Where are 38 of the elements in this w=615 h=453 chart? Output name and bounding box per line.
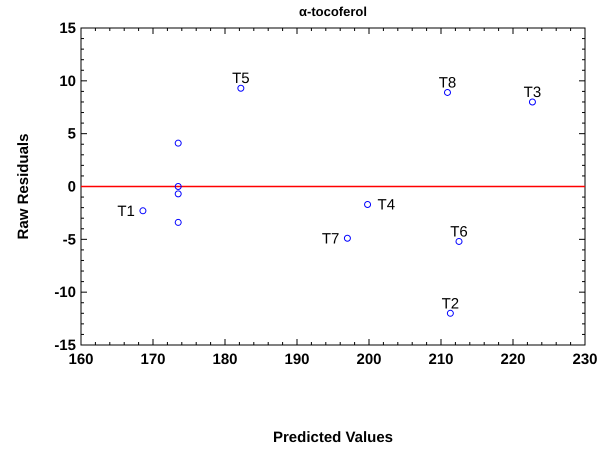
y-tick-label: -15 <box>54 337 76 354</box>
annotation: T4 <box>378 196 396 214</box>
annotation: T6 <box>450 223 468 240</box>
x-tick-label: 210 <box>428 351 454 368</box>
y-axis-title: Raw Residuals <box>15 134 32 240</box>
annotation: T7 <box>322 230 340 248</box>
chart-title: α-tocoferol <box>299 4 367 19</box>
x-axis-title: Predicted Values <box>272 429 394 446</box>
x-tick-label: 230 <box>572 351 598 368</box>
point <box>444 88 451 96</box>
point <box>174 190 182 198</box>
annotation: T3 <box>524 84 542 101</box>
point <box>237 84 244 92</box>
point <box>174 183 182 190</box>
point <box>456 238 462 245</box>
annotation: T2 <box>442 295 460 312</box>
y-tick-label: -10 <box>54 284 76 302</box>
annotation: T1 <box>117 202 135 220</box>
x-tick-label: 170 <box>140 351 166 368</box>
annotation: T5 <box>232 70 250 88</box>
x-tick-label: 180 <box>212 351 238 368</box>
y-tick-label: 10 <box>59 72 76 90</box>
x-tick-label: 160 <box>68 351 94 368</box>
point <box>446 310 454 317</box>
point <box>528 98 536 106</box>
point <box>344 234 351 242</box>
x-tick-label: 200 <box>356 351 382 368</box>
y-tick-label: -5 <box>62 231 76 248</box>
annotation: T8 <box>438 74 456 92</box>
y-tick-label: 5 <box>68 126 76 143</box>
y-tick-label: 0 <box>68 178 76 196</box>
x-tick-label: 190 <box>284 351 310 368</box>
x-tick-label: 220 <box>500 351 526 368</box>
point <box>364 200 372 208</box>
point <box>174 140 182 147</box>
point <box>139 207 146 214</box>
y-tick-label: 15 <box>59 20 76 37</box>
point <box>174 218 182 226</box>
